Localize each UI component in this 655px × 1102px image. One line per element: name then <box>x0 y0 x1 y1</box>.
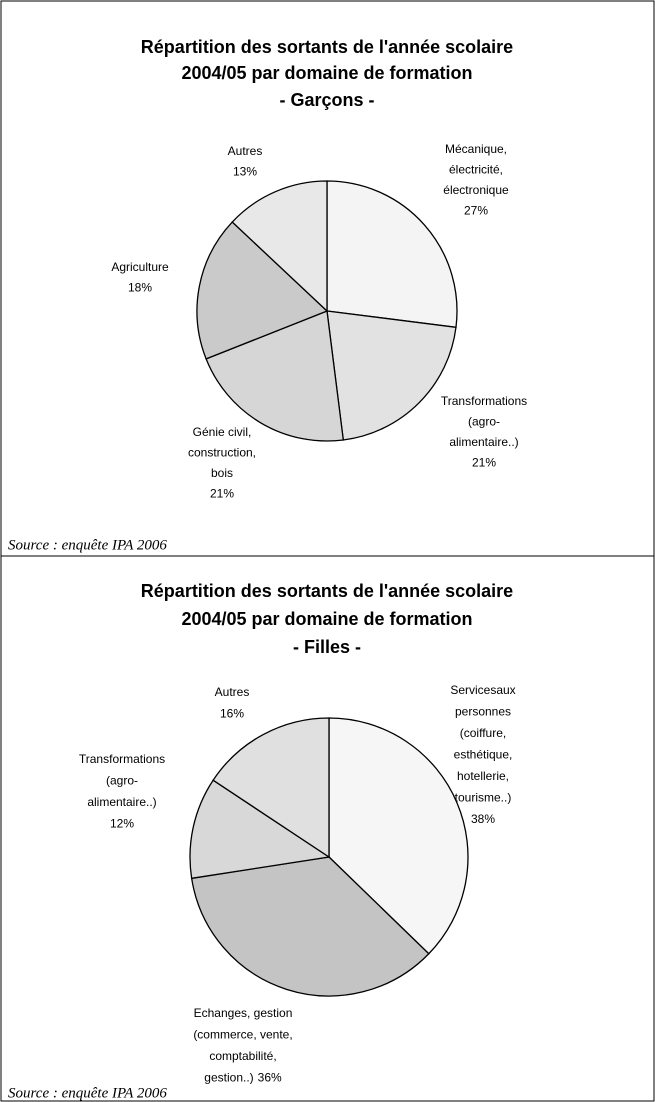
value-label: 21% <box>210 487 234 501</box>
pie-slice <box>231 180 328 313</box>
pie-slice <box>190 856 430 997</box>
pie-slice <box>212 717 330 859</box>
chart-title: Répartition des sortants de l'année scol… <box>141 581 513 657</box>
pie-slice <box>328 717 469 955</box>
pie-slice <box>196 221 329 360</box>
slice-label: Servicesaux personnes (coiffure, esthétique… <box>450 683 515 826</box>
value-label: 13% <box>233 165 257 179</box>
value-label: 36% <box>258 1071 282 1085</box>
slice-label: Autres 16% <box>215 685 250 721</box>
slice-label: Mécanique, électricité, électronique 27% <box>443 142 509 218</box>
slice-label: Echanges, gestion (commerce, vente, compta… <box>193 1006 292 1085</box>
source-note: Source : enquête IPA 2006 <box>8 537 167 553</box>
value-label: 27% <box>464 204 488 218</box>
slice-label: Transformations (agro-alimentaire..) 12% <box>79 752 165 831</box>
slice-label: Agriculture 18% <box>111 260 169 295</box>
pie-slice <box>326 180 458 329</box>
value-label: 18% <box>128 281 152 295</box>
slice-label: Autres 13% <box>228 144 263 179</box>
source-note: Source : enquête IPA 2006 <box>8 1085 167 1101</box>
value-label: 12% <box>110 817 134 831</box>
slice-label: Transformations (agro-alimentaire..) 21% <box>441 394 527 470</box>
chart-title: Répartition des sortants de l'année scol… <box>141 37 513 110</box>
pie-slice <box>326 310 457 441</box>
slice-label: Génie civil, construction, bois 21% <box>188 425 256 501</box>
pie-slice <box>189 779 331 880</box>
value-label: 21% <box>472 456 496 470</box>
value-label: 38% <box>471 812 495 826</box>
pie-slice <box>205 310 345 442</box>
value-label: 16% <box>220 707 244 721</box>
